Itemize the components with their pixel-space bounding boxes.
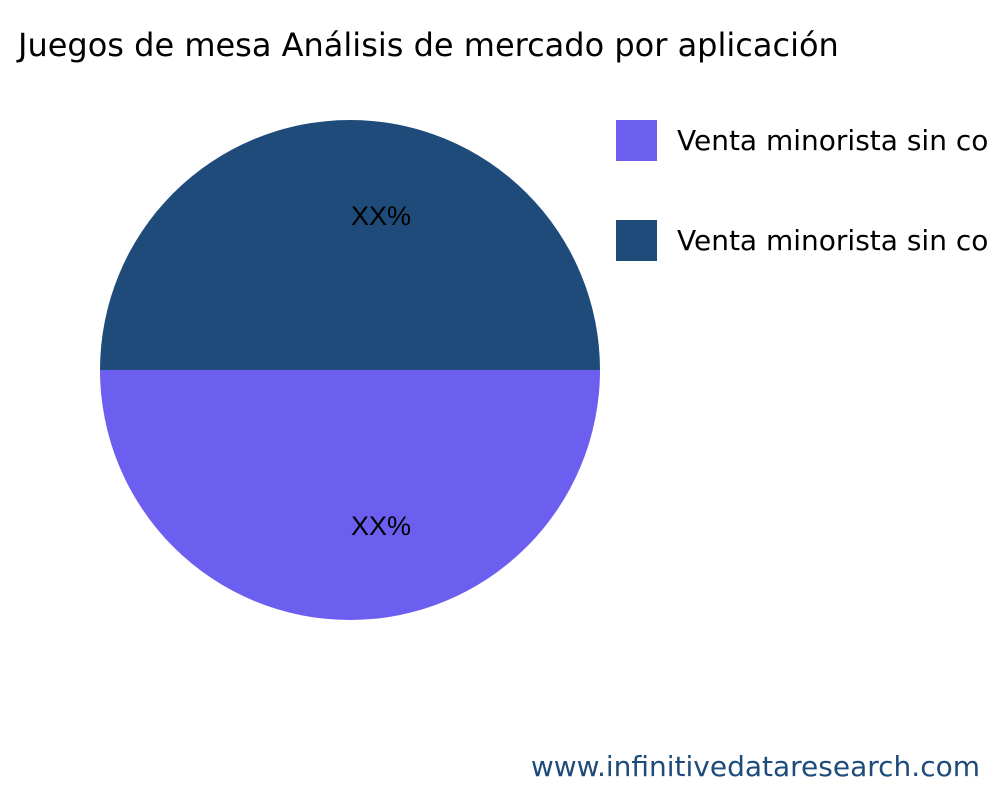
slice-label: XX%	[351, 511, 411, 541]
legend-item[interactable]: Venta minorista sin co	[616, 219, 988, 261]
pie-slice[interactable]	[100, 120, 600, 370]
footer-watermark: www.infinitivedataresearch.com	[530, 750, 980, 783]
legend-item[interactable]: Venta minorista sin co	[616, 119, 988, 161]
legend-swatch	[616, 119, 657, 161]
legend-label: Venta minorista sin co	[677, 123, 989, 157]
slice-label: XX%	[351, 201, 411, 231]
legend-swatch	[616, 219, 657, 261]
chart-title: Juegos de mesa Análisis de mercado por a…	[18, 26, 839, 64]
pie-slice[interactable]	[100, 370, 600, 620]
legend-label: Venta minorista sin co	[677, 223, 989, 257]
